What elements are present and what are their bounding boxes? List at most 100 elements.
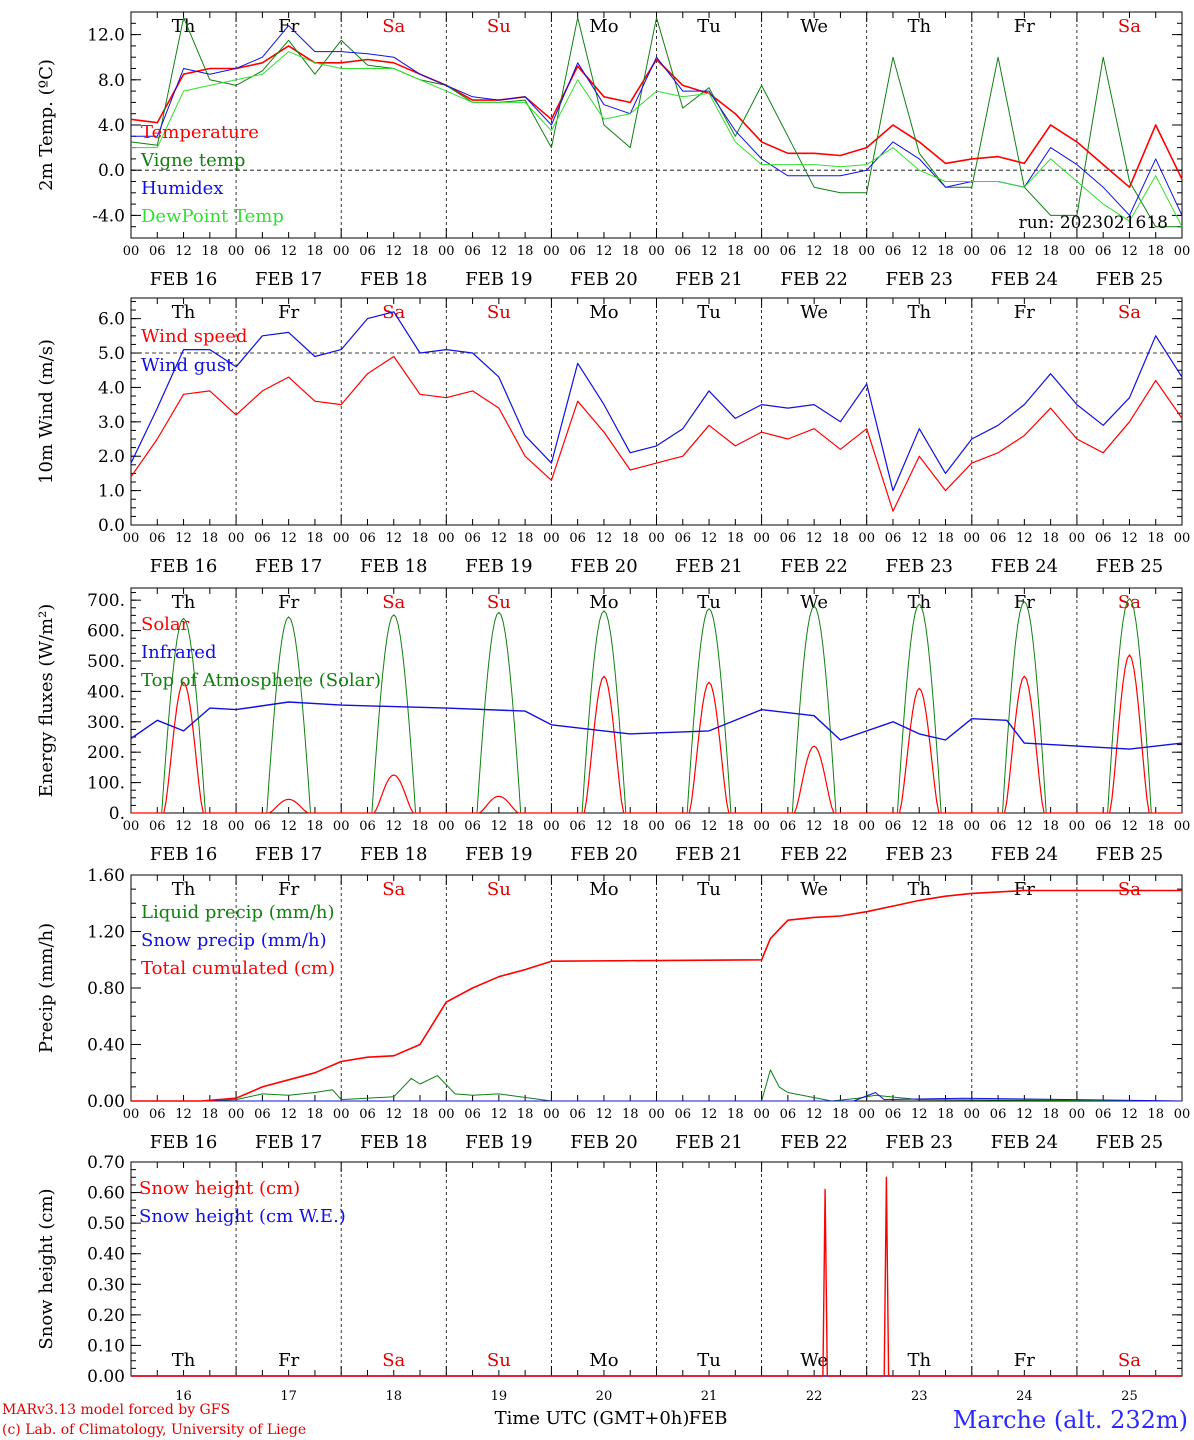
hour-tick-label: 12 xyxy=(596,531,613,546)
weekday-label: Sa xyxy=(382,1350,405,1371)
y-tick-label: 4.0 xyxy=(98,378,125,398)
hour-tick-label: 00 xyxy=(123,1107,140,1122)
date-label: FEB 24 xyxy=(991,844,1058,865)
y-axis-label: 10m Wind (m/s) xyxy=(36,339,57,484)
series-line xyxy=(131,51,1183,227)
series-line xyxy=(131,1092,1183,1102)
hour-tick-label: 06 xyxy=(990,531,1007,546)
hour-tick-label: 00 xyxy=(1174,531,1191,546)
y-tick-label: 100. xyxy=(87,774,125,794)
hour-tick-label: 06 xyxy=(885,819,902,834)
hour-tick-label: 12 xyxy=(1121,819,1138,834)
date-label: FEB 21 xyxy=(675,1132,742,1153)
series-line xyxy=(130,17,1182,228)
y-tick-label: 600. xyxy=(87,622,125,642)
hour-tick-label: 00 xyxy=(648,244,665,259)
hour-tick-label: 12 xyxy=(1121,1107,1138,1122)
hour-tick-label: 06 xyxy=(359,531,376,546)
hour-tick-label: 00 xyxy=(543,244,560,259)
hour-tick-label: 18 xyxy=(937,1107,954,1122)
hour-tick-label: 00 xyxy=(123,244,140,259)
weekday-label: Mo xyxy=(589,879,618,900)
weekday-label: Th xyxy=(907,592,931,613)
hour-tick-label: 18 xyxy=(517,244,534,259)
series-line xyxy=(130,355,1183,512)
hour-tick-label: 12 xyxy=(385,819,402,834)
hour-tick-label: 00 xyxy=(333,1107,350,1122)
y-tick-label: 0. xyxy=(109,804,125,824)
y-tick-label: 0.10 xyxy=(87,1336,125,1356)
hour-tick-label: 00 xyxy=(858,244,875,259)
hour-tick-label: 18 xyxy=(307,819,324,834)
hour-tick-label: 12 xyxy=(280,819,297,834)
hour-tick-label: 06 xyxy=(990,244,1007,259)
legend-entry: Temperature xyxy=(141,122,259,143)
hour-tick-label: 00 xyxy=(753,819,770,834)
hour-tick-label: 18 xyxy=(202,244,219,259)
hour-tick-label: 12 xyxy=(1121,244,1138,259)
hour-tick-label: 18 xyxy=(202,1107,219,1122)
legend-entry: Humidex xyxy=(141,178,223,199)
series-line xyxy=(130,45,1183,188)
date-label: FEB 16 xyxy=(150,844,217,865)
y-tick-label: 0.70 xyxy=(87,1153,125,1173)
weekday-label: We xyxy=(800,1350,828,1371)
hour-tick-label: 18 xyxy=(412,819,429,834)
hour-tick-label: 00 xyxy=(1069,531,1086,546)
hour-tick-label: 06 xyxy=(464,531,481,546)
hour-tick-label: 00 xyxy=(333,531,350,546)
hour-tick-label: 12 xyxy=(911,819,928,834)
y-tick-label: 200. xyxy=(87,743,125,763)
chart-panel-2: 6.0 5.0 4.0 3.0 2.0 1.0 0.0 10m Wind (m/s) Th Fr S… xyxy=(36,297,1191,577)
y-tick-label: 0.0 xyxy=(98,161,125,181)
hour-tick-label: 00 xyxy=(1069,244,1086,259)
hour-tick-label: 12 xyxy=(701,819,718,834)
weekday-label: Fr xyxy=(1014,1350,1035,1371)
y-tick-label: 400. xyxy=(87,682,125,702)
hour-tick-label: 00 xyxy=(648,819,665,834)
weekday-label: Fr xyxy=(278,1350,299,1371)
hour-tick-label: 00 xyxy=(964,531,981,546)
y-tick-label: 0.50 xyxy=(87,1214,125,1234)
legend-entry: Vigne temp xyxy=(140,150,245,171)
date-label: FEB 25 xyxy=(1096,269,1163,290)
hour-tick-label: 00 xyxy=(228,531,245,546)
legend-entry: Snow height (cm) xyxy=(139,1178,300,1199)
date-label: FEB 19 xyxy=(465,844,532,865)
hour-tick-label: 18 xyxy=(937,244,954,259)
legend-entry: Solar xyxy=(141,614,190,635)
hour-tick-label: 18 xyxy=(1147,531,1164,546)
date-label: FEB 17 xyxy=(255,1132,322,1153)
weekday-label: Su xyxy=(487,1350,511,1371)
date-label: FEB 22 xyxy=(780,844,847,865)
hour-tick-label: 18 xyxy=(937,819,954,834)
day-number-label: 17 xyxy=(280,1389,297,1404)
y-tick-label: -4.0 xyxy=(92,206,125,226)
weekday-label: Fr xyxy=(278,879,299,900)
weekday-label: Mo xyxy=(589,16,618,37)
hour-tick-label: 12 xyxy=(491,819,508,834)
hour-tick-label: 12 xyxy=(911,244,928,259)
hour-tick-label: 06 xyxy=(569,531,586,546)
weekday-label: Th xyxy=(907,1350,931,1371)
date-label: FEB 18 xyxy=(360,556,427,577)
hour-tick-label: 12 xyxy=(1016,819,1033,834)
hour-tick-label: 12 xyxy=(596,819,613,834)
hour-tick-label: 06 xyxy=(780,1107,797,1122)
hour-tick-label: 00 xyxy=(648,531,665,546)
hour-tick-label: 06 xyxy=(1095,531,1112,546)
date-label: FEB 24 xyxy=(991,1132,1058,1153)
hour-tick-label: 06 xyxy=(359,819,376,834)
hour-tick-label: 12 xyxy=(1016,1107,1033,1122)
hour-tick-label: 18 xyxy=(202,819,219,834)
date-label: FEB 25 xyxy=(1096,556,1163,577)
weekday-label: Tu xyxy=(697,302,721,323)
date-label: FEB 25 xyxy=(1096,844,1163,865)
hour-tick-label: 06 xyxy=(1095,819,1112,834)
weekday-label: Mo xyxy=(589,592,618,613)
legend-entry: Snow height (cm W.E.) xyxy=(139,1206,346,1227)
hour-tick-label: 06 xyxy=(885,244,902,259)
y-tick-label: 0.40 xyxy=(87,1245,125,1265)
hour-tick-label: 12 xyxy=(596,244,613,259)
